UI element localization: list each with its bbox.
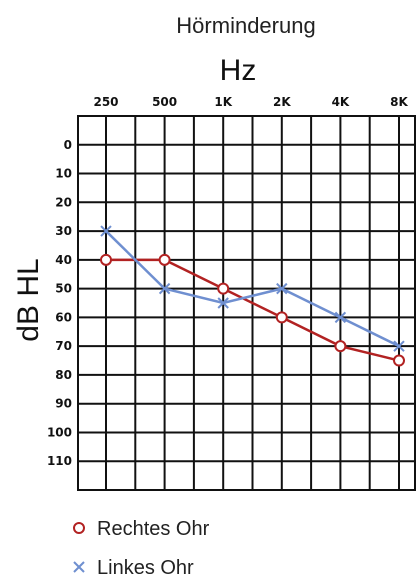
data-point — [100, 225, 112, 237]
y-tick-label: 20 — [55, 195, 72, 209]
data-point — [334, 311, 347, 324]
legend-marker-rechtes-ohr — [73, 522, 85, 534]
y-tick-label: 10 — [55, 167, 72, 181]
plot-frame — [77, 115, 416, 491]
y-tick-label: 30 — [55, 224, 72, 238]
legend-label-linkes-ohr: Linkes Ohr — [97, 557, 194, 579]
series-1 — [100, 225, 405, 352]
y-tick-label: 40 — [55, 253, 72, 267]
x-axis-label: Hz — [220, 54, 257, 87]
data-point — [276, 282, 288, 295]
legend: Rechtes Ohr Linkes Ohr — [73, 518, 210, 579]
y-tick-labels: 0 10 20 30 40 50 60 70 80 90 100 110 — [47, 138, 72, 468]
grid — [77, 115, 416, 491]
y-tick-label: 0 — [64, 138, 72, 152]
x-tick-label: 250 — [93, 95, 118, 109]
data-point — [158, 253, 171, 266]
data-point — [334, 340, 347, 353]
x-tick-label: 8K — [390, 95, 408, 109]
y-tick-label: 100 — [47, 425, 72, 439]
x-tick-label: 500 — [152, 95, 177, 109]
data-point — [393, 340, 405, 352]
y-tick-label: 60 — [55, 310, 72, 324]
series-line — [106, 258, 400, 362]
x-tick-label: 2K — [273, 95, 291, 109]
series-0 — [100, 253, 405, 367]
y-axis-label: dB HL — [12, 258, 45, 341]
chart-title: Hörminderung — [176, 13, 315, 38]
y-tick-label: 90 — [55, 397, 72, 411]
y-tick-label: 110 — [47, 454, 72, 468]
data-point — [217, 297, 229, 309]
series — [100, 225, 405, 367]
y-tick-label: 50 — [55, 282, 72, 296]
legend-label-rechtes-ohr: Rechtes Ohr — [97, 518, 210, 540]
legend-marker-linkes-ohr — [73, 561, 85, 573]
x-tick-label: 4K — [332, 95, 350, 109]
x-tick-labels: 250 500 1K 2K 4K 8K — [93, 95, 408, 109]
series-line — [105, 230, 400, 348]
data-point — [217, 282, 230, 295]
data-point — [100, 253, 112, 266]
data-point — [158, 282, 171, 295]
y-tick-label: 80 — [55, 368, 72, 382]
data-point — [275, 311, 288, 324]
data-point — [393, 354, 405, 367]
x-tick-label: 1K — [214, 95, 232, 109]
y-tick-label: 70 — [55, 339, 72, 353]
